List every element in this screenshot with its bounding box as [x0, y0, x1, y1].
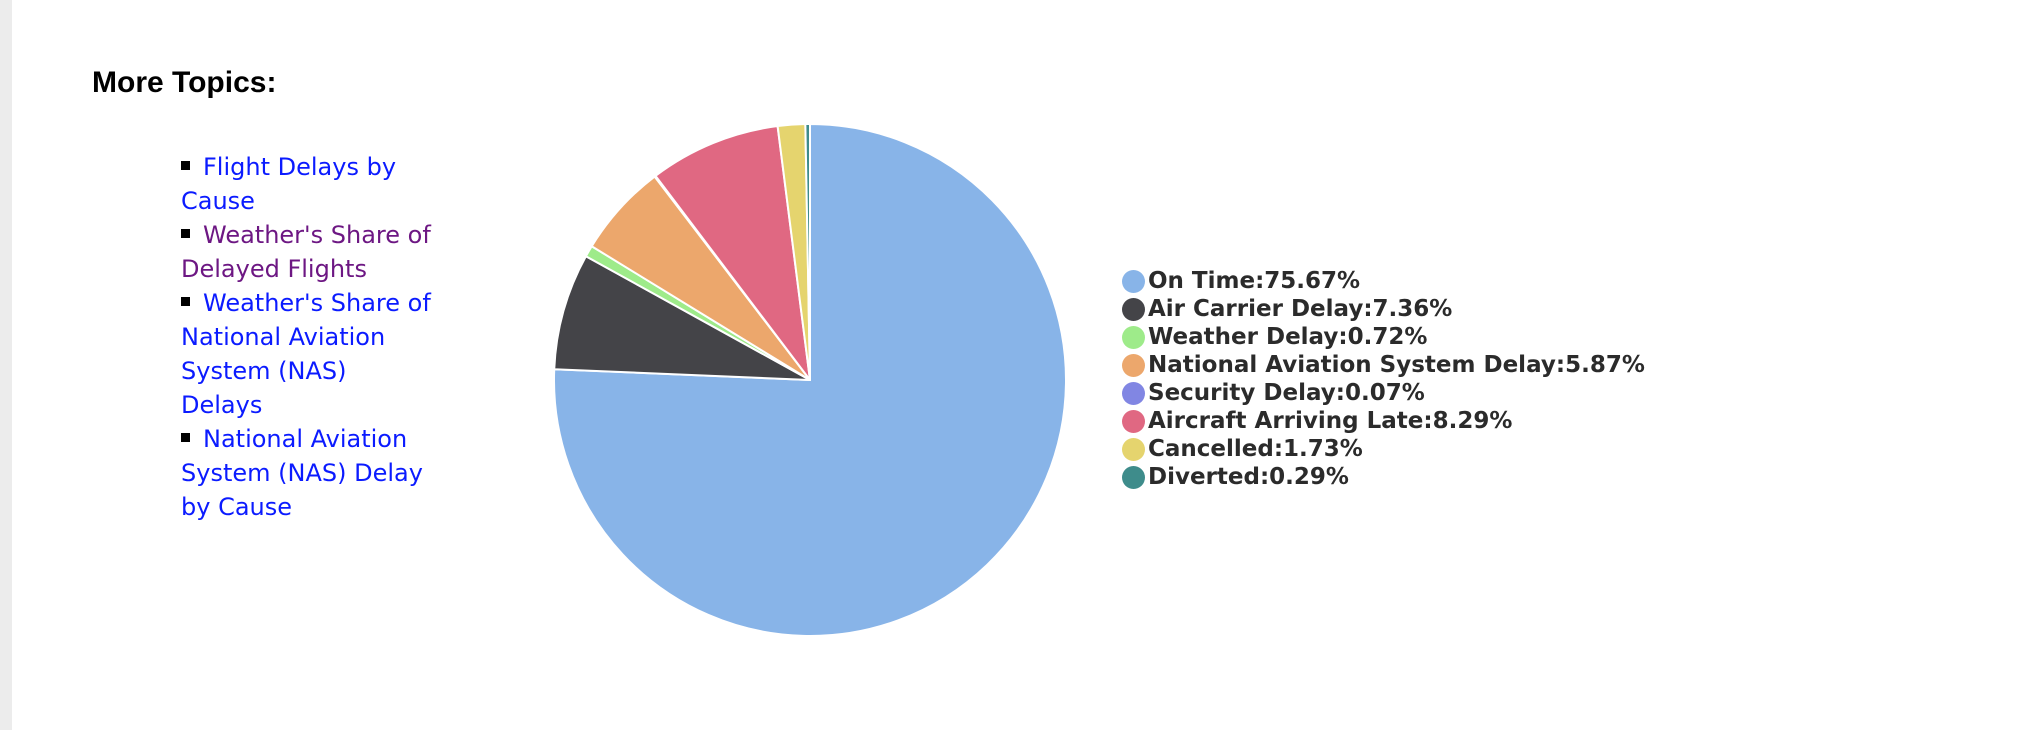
legend-label: Diverted	[1148, 464, 1260, 490]
legend-unit: %	[1429, 296, 1453, 322]
legend-value: 0.07	[1344, 380, 1402, 406]
topic-link-weather-share-delayed-flights[interactable]: Weather's Share of Delayed Flights	[181, 221, 431, 283]
bullet-icon	[181, 228, 190, 238]
legend-value: 1.73	[1283, 436, 1340, 462]
legend-separator: :	[1555, 352, 1566, 378]
legend-swatch-icon	[1122, 409, 1145, 433]
legend-value: 7.36	[1372, 296, 1430, 322]
legend-unit: %	[1489, 408, 1513, 434]
legend-swatch-icon	[1122, 325, 1145, 349]
legend-separator: :	[1259, 464, 1270, 490]
pie-slice-on-time[interactable]	[553, 123, 1067, 637]
legend-label: On Time	[1148, 268, 1256, 294]
legend-label: Air Carrier Delay	[1148, 296, 1364, 322]
legend-separator: :	[1255, 268, 1265, 294]
legend-unit: %	[1621, 352, 1645, 378]
legend-item[interactable]: Cancelled: 1.73%	[1122, 435, 1645, 463]
legend-swatch-icon	[1122, 437, 1145, 461]
legend-item[interactable]: Aircraft Arriving Late: 8.29%	[1122, 407, 1645, 435]
bullet-icon	[181, 432, 190, 442]
pie-slice-aircraft-arriving-late[interactable]	[654, 125, 811, 381]
legend-swatch-icon	[1122, 381, 1145, 405]
topic-link-nas-delay-by-cause[interactable]: National Aviation System (NAS) Delay by …	[181, 425, 423, 521]
legend-item[interactable]: Diverted: 0.29%	[1122, 463, 1645, 491]
legend-item[interactable]: On Time: 75.67%	[1122, 267, 1645, 295]
bullet-icon	[181, 296, 190, 306]
topic-item: Weather's Share of Delayed Flights	[181, 218, 431, 286]
legend-value: 5.87	[1565, 352, 1622, 378]
topic-item: National Aviation System (NAS) Delay by …	[181, 422, 431, 524]
legend-unit: %	[1339, 436, 1363, 462]
legend-swatch-icon	[1122, 353, 1145, 377]
legend-separator: :	[1335, 380, 1345, 406]
legend-label: Weather Delay	[1148, 324, 1339, 350]
pie-slice-air-carrier-delay[interactable]	[553, 255, 811, 381]
legend-swatch-icon	[1122, 297, 1145, 321]
legend-label: National Aviation System Delay	[1148, 352, 1556, 378]
legend-item[interactable]: National Aviation System Delay: 5.87%	[1122, 351, 1645, 379]
legend-item[interactable]: Security Delay: 0.07%	[1122, 379, 1645, 407]
legend-separator: :	[1423, 408, 1433, 434]
legend-item[interactable]: Air Carrier Delay: 7.36%	[1122, 295, 1645, 323]
topic-item: Weather's Share of National Aviation Sys…	[181, 286, 431, 422]
legend-separator: :	[1363, 296, 1373, 322]
bullet-icon	[181, 160, 190, 170]
legend-value: 75.67	[1264, 268, 1338, 294]
legend-unit: %	[1401, 380, 1425, 406]
legend-item[interactable]: Weather Delay: 0.72%	[1122, 323, 1645, 351]
legend-label: Cancelled	[1148, 436, 1274, 462]
pie-slice-diverted[interactable]	[804, 122, 811, 381]
legend-value: 0.72	[1347, 324, 1405, 350]
topic-item: Flight Delays by Cause	[181, 150, 431, 218]
page-left-margin	[0, 0, 12, 730]
topic-link-flight-delays-by-cause[interactable]: Flight Delays by Cause	[181, 153, 397, 215]
legend-unit: %	[1404, 324, 1428, 350]
chart-legend: On Time: 75.67% Air Carrier Delay: 7.36% W…	[1122, 267, 1645, 491]
topic-link-weather-share-nas-delays[interactable]: Weather's Share of National Aviation Sys…	[181, 289, 431, 419]
legend-value: 8.29	[1432, 408, 1490, 434]
legend-swatch-icon	[1122, 269, 1145, 293]
legend-value: 0.29	[1269, 464, 1326, 490]
legend-label: Security Delay	[1148, 380, 1336, 406]
legend-label: Aircraft Arriving Late	[1148, 408, 1424, 434]
legend-unit: %	[1325, 464, 1349, 490]
more-topics-list: Flight Delays by Cause Weather's Share o…	[181, 150, 431, 524]
more-topics-heading: More Topics:	[92, 66, 277, 99]
delay-pie-chart	[553, 122, 1067, 637]
legend-separator: :	[1338, 324, 1348, 350]
legend-separator: :	[1273, 436, 1284, 462]
legend-unit: %	[1337, 268, 1361, 294]
legend-swatch-icon	[1122, 465, 1145, 489]
